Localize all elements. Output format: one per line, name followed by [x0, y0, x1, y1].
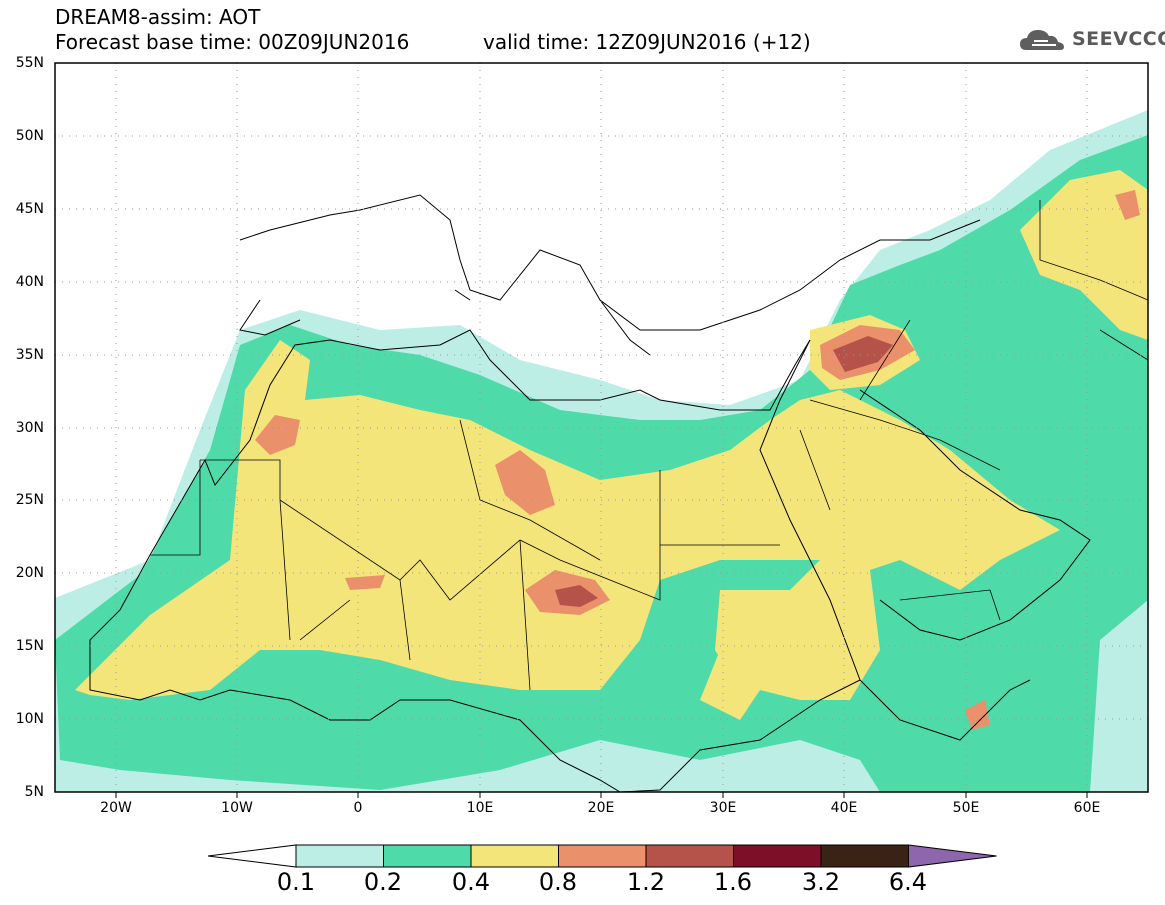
colorbar-cell	[820, 844, 909, 868]
lon-label: 30E	[709, 800, 737, 816]
map-title: DREAM8-assim: AOT	[55, 5, 261, 29]
lon-label: 10E	[466, 800, 494, 816]
lat-label: 5N	[24, 784, 44, 800]
lat-label: 25N	[15, 492, 44, 508]
lat-label: 40N	[15, 274, 44, 290]
lon-label: 20W	[100, 800, 132, 816]
colorbar-cell	[733, 844, 822, 868]
aot-contours	[55, 110, 1148, 792]
colorbar-label: 3.2	[801, 868, 841, 896]
lon-label: 40E	[830, 800, 858, 816]
lon-label: 0	[353, 800, 363, 816]
lon-label: 20E	[587, 800, 615, 816]
lon-label: 60E	[1073, 800, 1101, 816]
colorbar-label: 0.4	[451, 868, 491, 896]
colorbar-cell	[645, 844, 734, 868]
colorbar-cell	[558, 844, 647, 868]
lat-label: 20N	[15, 565, 44, 581]
colorbar-cell	[295, 844, 384, 868]
forecast-base-time: Forecast base time: 00Z09JUN2016	[55, 30, 410, 54]
axis-ticks	[115, 792, 1088, 798]
colorbar-cell	[470, 844, 559, 868]
colorbar-label: 0.1	[276, 868, 316, 896]
lon-label: 50E	[952, 800, 980, 816]
colorbar-label: 0.2	[363, 868, 403, 896]
lat-label: 30N	[15, 420, 44, 436]
aot-map	[54, 62, 1149, 798]
coastlines	[89, 194, 1091, 792]
colorbar-label: 0.8	[538, 868, 578, 896]
lat-label: 55N	[15, 55, 44, 71]
borders	[150, 200, 1148, 691]
colorbar-label: 6.4	[888, 868, 928, 896]
valid-time: valid time: 12Z09JUN2016 (+12)	[483, 30, 811, 54]
lat-label: 35N	[15, 347, 44, 363]
lat-label: 15N	[15, 638, 44, 654]
colorbar-cell-over	[908, 844, 997, 868]
lat-label: 10N	[15, 711, 44, 727]
lat-label: 50N	[15, 128, 44, 144]
colorbar-label: 1.2	[626, 868, 666, 896]
colorbar-cell	[383, 844, 472, 868]
logo-text: SEEVCCC	[1072, 28, 1165, 50]
colorbar-label: 1.6	[713, 868, 753, 896]
cloud-icon	[1020, 30, 1064, 50]
graticule	[55, 63, 1148, 792]
colorbar-cell-under	[207, 844, 297, 868]
lon-label: 10W	[221, 800, 253, 816]
lat-label: 45N	[15, 201, 44, 217]
